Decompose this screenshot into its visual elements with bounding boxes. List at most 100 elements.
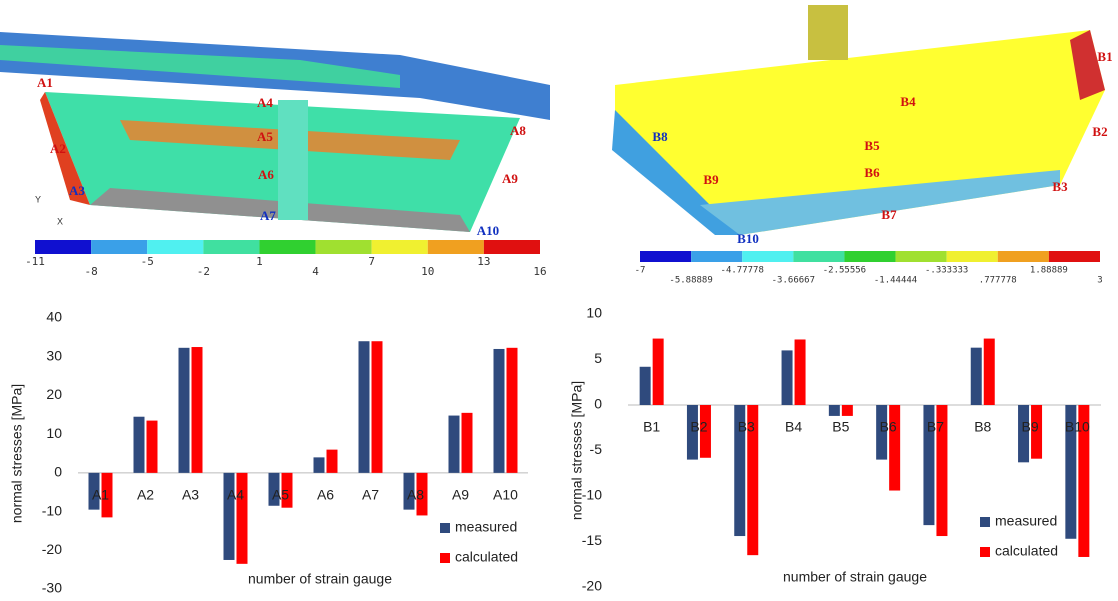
gauge-label: B10 <box>737 231 759 246</box>
colorbar-tick-label: 1 <box>256 255 263 268</box>
legend-swatch <box>980 517 990 527</box>
bar <box>359 341 370 473</box>
y-tick-label: 0 <box>594 396 602 412</box>
gauge-label: B5 <box>864 138 880 153</box>
x-tick-label: B6 <box>880 419 897 435</box>
bar <box>842 405 853 416</box>
gauge-label: A4 <box>257 95 273 110</box>
x-tick-label: A1 <box>92 487 109 503</box>
colorbar-tick-label: -2 <box>197 265 210 278</box>
fe-model-a <box>0 32 550 232</box>
bar <box>314 457 325 472</box>
fe-model-b <box>612 5 1105 235</box>
bar <box>147 421 158 473</box>
y-axis-title: normal stresses [MPa] <box>9 384 25 523</box>
x-tick-label: A4 <box>227 487 244 503</box>
axis-triad-label: X <box>57 216 63 226</box>
bar <box>494 349 505 473</box>
x-tick-label: A9 <box>452 487 469 503</box>
gauge-label: A10 <box>477 223 499 238</box>
colorbar-segment <box>484 240 540 254</box>
y-tick-label: 5 <box>594 350 602 366</box>
x-tick-label: A8 <box>407 487 424 503</box>
x-tick-label: A3 <box>182 487 199 503</box>
colorbar-tick-label: 3 <box>1097 276 1102 286</box>
x-tick-label: B4 <box>785 419 802 435</box>
colorbar-tick-label: 1.88889 <box>1030 266 1068 276</box>
colorbar-segment <box>316 240 372 254</box>
x-tick-label: B9 <box>1021 419 1038 435</box>
x-tick-label: B5 <box>832 419 849 435</box>
colorbar-tick-label: -7 <box>635 266 646 276</box>
colorbar-tick-label: 13 <box>477 255 490 268</box>
legend-label: measured <box>995 513 1057 529</box>
colorbar-tick-label: -11 <box>25 255 45 268</box>
gauge-label: B3 <box>1052 179 1068 194</box>
colorbar-segment <box>1049 251 1100 262</box>
gauge-label: A7 <box>260 208 276 223</box>
y-tick-label: 10 <box>586 305 602 321</box>
colorbar-segment <box>640 251 691 262</box>
bar <box>179 348 190 473</box>
gauge-label: B6 <box>864 165 880 180</box>
x-tick-label: A7 <box>362 487 379 503</box>
bar <box>449 416 460 473</box>
gauge-label: B4 <box>900 94 916 109</box>
legend-swatch <box>440 553 450 563</box>
y-tick-label: -30 <box>42 580 62 596</box>
bar <box>829 405 840 416</box>
x-tick-label: A2 <box>137 487 154 503</box>
gauge-label: A5 <box>257 129 273 144</box>
gauge-label: A8 <box>510 123 526 138</box>
colorbar-segment <box>793 251 844 262</box>
x-tick-label: B10 <box>1065 419 1090 435</box>
colorbar-tick-label: 4 <box>312 265 319 278</box>
bar <box>795 339 806 405</box>
colorbar-tick-label: 16 <box>533 265 546 278</box>
x-tick-label: A6 <box>317 487 334 503</box>
legend-swatch <box>440 523 450 533</box>
bar <box>640 367 651 405</box>
bar <box>192 347 203 473</box>
colorbar-tick-label: 7 <box>368 255 375 268</box>
gauge-label: B1 <box>1097 49 1112 64</box>
gauge-label: A3 <box>69 183 85 198</box>
x-axis-title: number of strain gauge <box>783 569 927 585</box>
colorbar-segment <box>147 240 203 254</box>
x-tick-label: B7 <box>927 419 944 435</box>
x-tick-label: B3 <box>738 419 755 435</box>
y-axis-title: normal stresses [MPa] <box>569 381 585 520</box>
legend-label: calculated <box>455 549 518 565</box>
colorbar-tick-label: -4.77778 <box>721 266 764 276</box>
y-tick-label: -20 <box>582 578 602 594</box>
y-tick-label: 20 <box>46 386 62 402</box>
gauge-label: A9 <box>502 171 518 186</box>
gauge-label: A1 <box>37 75 53 90</box>
colorbar-tick-label: -8 <box>84 265 97 278</box>
bar <box>782 350 793 405</box>
gauge-label: A2 <box>50 141 66 156</box>
colorbar-segment <box>35 240 91 254</box>
colorbar-segment <box>896 251 947 262</box>
bar <box>134 417 145 473</box>
colorbar-tick-label: 10 <box>421 265 434 278</box>
x-tick-label: A10 <box>493 487 518 503</box>
figure: A1A2A3A4A5A6A7A8A9A10YX-11-8-5-214710131… <box>0 0 1118 596</box>
gauge-label: A6 <box>258 167 274 182</box>
y-tick-label: 40 <box>46 309 62 325</box>
colorbar-segment <box>259 240 315 254</box>
x-tick-label: B2 <box>690 419 707 435</box>
legend-label: calculated <box>995 543 1058 559</box>
bar <box>653 339 664 405</box>
colorbar-segment <box>91 240 147 254</box>
y-tick-label: -20 <box>42 541 62 557</box>
x-tick-label: B1 <box>643 419 660 435</box>
y-tick-label: -5 <box>590 441 603 457</box>
y-tick-label: -10 <box>42 502 62 518</box>
colorbar-tick-label: -2.55556 <box>823 266 866 276</box>
colorbar-segment <box>947 251 998 262</box>
x-tick-label: B8 <box>974 419 991 435</box>
colorbar-segment <box>844 251 895 262</box>
bar <box>984 339 995 405</box>
gauge-label: B8 <box>652 129 668 144</box>
